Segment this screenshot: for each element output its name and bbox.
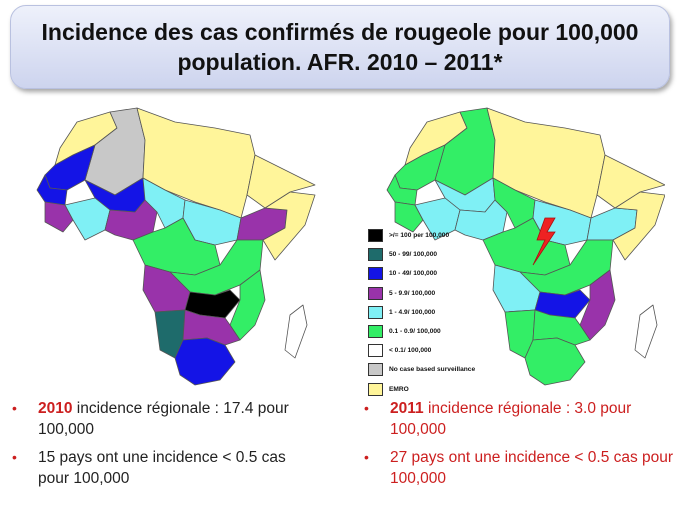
slide-title: Incidence des cas confirmés de rougeole … (41, 19, 639, 75)
map-2011 (386, 107, 665, 386)
bullet-dot: • (12, 449, 17, 465)
year-label: 2010 (38, 400, 73, 417)
region-tanzania (229, 269, 266, 341)
legend-label: No case based surveillance (389, 366, 476, 374)
legend-item: 5 - 9.9/ 100,000 (368, 284, 513, 303)
legend-label: 1 - 4.9/ 100,000 (389, 308, 436, 316)
legend-item: < 0.1/ 100,000 (368, 341, 513, 360)
region-arabia (246, 154, 316, 209)
legend-item: 1 - 4.9/ 100,000 (368, 303, 513, 322)
bullet-text: 2010 incidence régionale : 17.4 pour 100… (38, 398, 312, 440)
legend-label: 50 - 99/ 100,000 (389, 251, 438, 259)
legend-label: >/= 100 per 100,000 (389, 232, 450, 240)
legend-swatch (368, 286, 383, 300)
legend-swatch (368, 305, 383, 319)
region-guinea (44, 201, 74, 233)
legend-label: < 0.1/ 100,000 (389, 347, 432, 355)
legend-label: EMRO (389, 385, 409, 393)
legend-item: >/= 100 per 100,000 (368, 226, 513, 245)
region-south-africa (524, 337, 586, 386)
legend-item: No case based surveillance (368, 360, 513, 379)
region-madagascar (634, 304, 658, 359)
legend-item: 10 - 49/ 100,000 (368, 264, 513, 283)
region-somalia (612, 191, 665, 261)
region-south-africa (174, 337, 236, 386)
region-somalia (262, 191, 316, 261)
legend-swatch (368, 363, 383, 377)
bullet-item: • 27 pays ont une incidence < 0.5 cas po… (364, 447, 674, 489)
legend-swatch (368, 382, 383, 396)
incidence-text: incidence régionale : 17.4 pour 100,000 (38, 400, 289, 438)
bullet-item: • 2010 incidence régionale : 17.4 pour 1… (12, 398, 312, 440)
legend-label: 5 - 9.9/ 100,000 (389, 289, 436, 297)
outbreak-highlight-icon (532, 217, 556, 266)
bullet-dot: • (364, 400, 369, 416)
region-madagascar (284, 304, 308, 359)
legend-swatch (368, 267, 383, 281)
bullets-2010: • 2010 incidence régionale : 17.4 pour 1… (12, 398, 312, 496)
bullets-2011: • 2011 incidence régionale : 3.0 pour 10… (364, 398, 674, 496)
incidence-text: incidence régionale : 3.0 pour 100,000 (390, 400, 632, 438)
bullet-dot: • (12, 400, 17, 416)
legend-item: EMRO (368, 380, 513, 399)
year-label: 2011 (390, 400, 424, 417)
legend-item: 0.1 - 0.9/ 100,000 (368, 322, 513, 341)
region-guinea (394, 201, 424, 233)
legend-label: 10 - 49/ 100,000 (389, 270, 438, 278)
countries-text: 15 pays ont une incidence < 0.5 cas pour… (38, 449, 286, 487)
bullet-text: 2011 incidence régionale : 3.0 pour 100,… (390, 398, 674, 440)
legend-swatch (368, 229, 383, 243)
bullet-dot: • (364, 449, 369, 465)
title-banner: Incidence des cas confirmés de rougeole … (10, 5, 670, 89)
legend-item: 50 - 99/ 100,000 (368, 245, 513, 264)
bullet-item: • 2011 incidence régionale : 3.0 pour 10… (364, 398, 674, 440)
bullet-item: • 15 pays ont une incidence < 0.5 cas po… (12, 447, 312, 489)
legend-swatch (368, 248, 383, 262)
map-2010 (36, 107, 316, 386)
legend-swatch (368, 325, 383, 339)
legend-swatch (368, 344, 383, 358)
legend-label: 0.1 - 0.9/ 100,000 (389, 328, 441, 336)
map-legend: >/= 100 per 100,000 50 - 99/ 100,000 10 … (368, 226, 513, 399)
countries-text: 27 pays ont une incidence < 0.5 cas pour… (390, 449, 674, 487)
region-tanzania (579, 269, 616, 341)
region-arabia (596, 154, 665, 209)
